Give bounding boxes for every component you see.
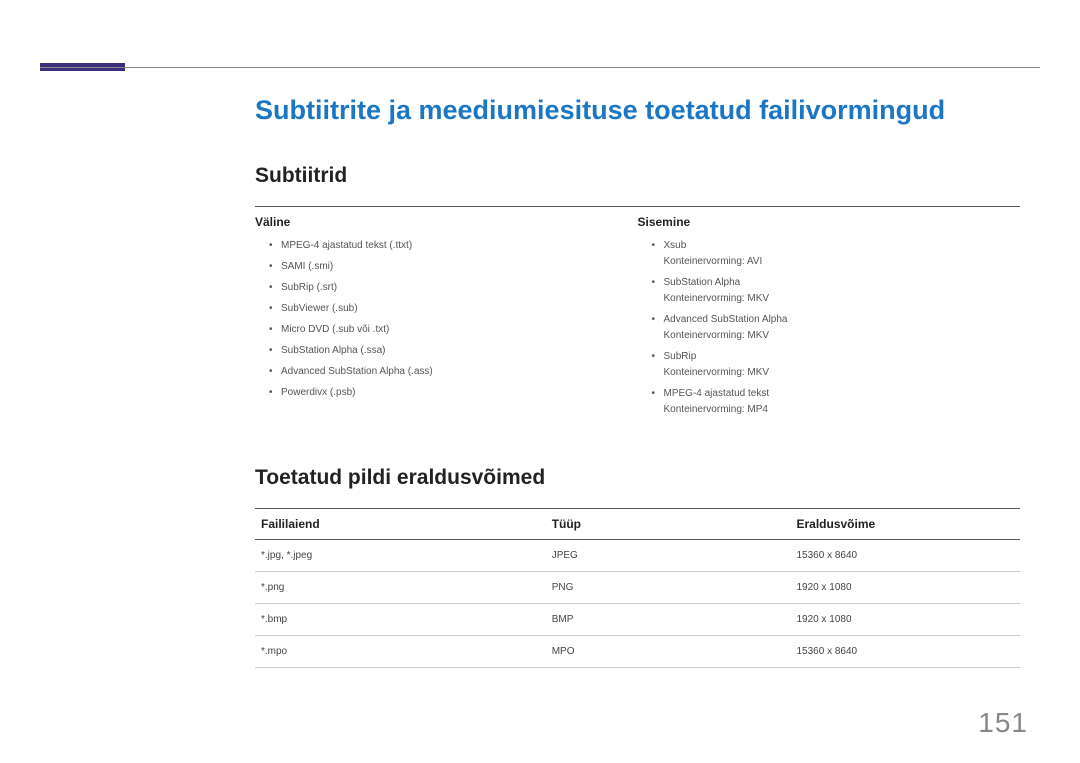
table-cell: 15360 x 8640 (790, 540, 1020, 572)
subtitle-col-internal: Sisemine XsubKonteinervorming: AVI SubSta… (638, 207, 1021, 424)
list-item: SubRipKonteinervorming: MKV (652, 350, 1021, 380)
list-item: SubStation Alpha (.ssa) (269, 344, 638, 358)
table-cell: *.mpo (255, 636, 546, 668)
page-title: Subtiitrite ja meediumiesituse toetatud … (255, 95, 1020, 126)
table-cell: 1920 x 1080 (790, 604, 1020, 636)
subtitle-columns: Väline MPEG-4 ajastatud tekst (.ttxt) SAM… (255, 206, 1020, 424)
list-item: SubViewer (.sub) (269, 302, 638, 316)
list-item-subline: Konteinervorming: MKV (664, 290, 1021, 306)
table-row: *.jpg, *.jpegJPEG15360 x 8640 (255, 540, 1020, 572)
col-header-internal: Sisemine (638, 215, 1021, 229)
list-item: SubRip (.srt) (269, 281, 638, 295)
table-cell: 1920 x 1080 (790, 572, 1020, 604)
table-row: *.bmpBMP1920 x 1080 (255, 604, 1020, 636)
list-item-subline: Konteinervorming: MKV (664, 327, 1021, 343)
table-cell: BMP (546, 604, 791, 636)
table-row: *.pngPNG1920 x 1080 (255, 572, 1020, 604)
list-item: Advanced SubStation AlphaKonteinervormin… (652, 313, 1021, 343)
internal-list: XsubKonteinervorming: AVI SubStation Alph… (638, 239, 1021, 417)
list-item: MPEG-4 ajastatud tekstKonteinervorming: … (652, 387, 1021, 417)
col-header-external: Väline (255, 215, 638, 229)
table-header-row: FaililaiendTüüpEraldusvõime (255, 509, 1020, 540)
list-item-subline: Konteinervorming: AVI (664, 253, 1021, 269)
table-col-header: Faililaiend (255, 509, 546, 540)
list-item-subline: Konteinervorming: MP4 (664, 401, 1021, 417)
table-cell: PNG (546, 572, 791, 604)
external-list: MPEG-4 ajastatud tekst (.ttxt) SAMI (.smi… (255, 239, 638, 400)
table-col-header: Tüüp (546, 509, 791, 540)
section-subtitles-heading: Subtiitrid (255, 164, 1020, 188)
list-item: SAMI (.smi) (269, 260, 638, 274)
table-cell: *.bmp (255, 604, 546, 636)
list-item: Powerdivx (.psb) (269, 386, 638, 400)
list-item: MPEG-4 ajastatud tekst (.ttxt) (269, 239, 638, 253)
list-item: Micro DVD (.sub või .txt) (269, 323, 638, 337)
list-item: XsubKonteinervorming: AVI (652, 239, 1021, 269)
table-body: *.jpg, *.jpegJPEG15360 x 8640*.pngPNG192… (255, 540, 1020, 668)
list-item-subline: Konteinervorming: MKV (664, 364, 1021, 380)
top-rule (40, 67, 1040, 68)
page-number: 151 (978, 707, 1028, 739)
section-images-heading: Toetatud pildi eraldusvõimed (255, 466, 1020, 490)
table-cell: *.png (255, 572, 546, 604)
subtitle-col-external: Väline MPEG-4 ajastatud tekst (.ttxt) SAM… (255, 207, 638, 424)
table-row: *.mpoMPO15360 x 8640 (255, 636, 1020, 668)
image-formats-table: FaililaiendTüüpEraldusvõime *.jpg, *.jpe… (255, 508, 1020, 668)
list-item: Advanced SubStation Alpha (.ass) (269, 365, 638, 379)
table-cell: *.jpg, *.jpeg (255, 540, 546, 572)
table-cell: MPO (546, 636, 791, 668)
table-col-header: Eraldusvõime (790, 509, 1020, 540)
list-item: SubStation AlphaKonteinervorming: MKV (652, 276, 1021, 306)
table-cell: JPEG (546, 540, 791, 572)
table-cell: 15360 x 8640 (790, 636, 1020, 668)
page-content: Subtiitrite ja meediumiesituse toetatud … (255, 95, 1020, 668)
